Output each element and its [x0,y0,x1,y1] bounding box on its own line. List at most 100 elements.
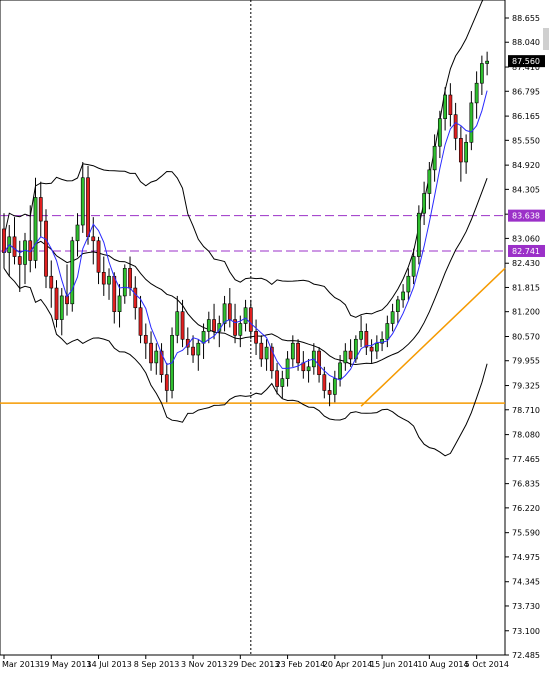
bear-candle-body [269,346,274,372]
candle-11 [59,288,64,336]
candle-30 [159,343,164,383]
candle-15 [80,161,85,233]
candle-46 [243,299,248,332]
candle-2 [12,217,17,265]
bull-candle-body [122,268,127,297]
x-tick-label: 23 Feb 2014 [276,660,326,669]
y-tick-label: 78.710 [512,406,540,415]
candle-84 [443,87,447,131]
bear-candle-body [212,319,216,332]
candle-74 [390,303,395,332]
candle-47 [248,299,253,340]
moving-average-line [3,90,488,381]
candle-40 [212,303,216,340]
candle-91 [479,55,484,96]
x-tick-label: 15 Jun 2014 [370,660,418,669]
x-tick-label: Mar 2013 [2,660,40,669]
candle-10 [54,280,59,328]
candle-88 [464,134,468,174]
candle-4 [23,232,27,285]
candle-69 [364,323,369,356]
candle-61 [322,366,327,399]
bear-candle-body [54,287,59,320]
candle-58 [306,358,311,383]
bull-candle-body [401,291,405,301]
bull-candle-body [238,323,243,336]
bear-candle-body [86,177,90,238]
candle-23 [122,264,127,304]
price-tag-label: 82.741 [512,247,540,256]
bear-candle-body [138,307,143,336]
candle-39 [206,311,211,344]
bull-candle-body [469,102,474,143]
bull-candle-body [437,118,442,147]
candle-44 [233,303,237,344]
bear-candle-body [133,287,138,309]
candle-89 [469,91,474,151]
bear-candle-body [327,390,332,395]
bull-candle-body [280,378,285,387]
price-tag-box [508,244,545,257]
bear-candle-body [458,138,463,163]
x-tick-label: 5 Oct 2014 [465,660,509,669]
bear-candle-body [101,271,106,285]
candle-13 [70,236,75,312]
bear-candle-body [348,350,353,360]
bear-candle-body [149,342,153,364]
bull-candle-body [75,224,80,242]
candles [2,51,489,407]
candle-49 [259,335,264,367]
y-tick-label: 87.410 [512,63,540,72]
candle-27 [143,323,148,359]
y-tick-label: 73.730 [512,602,540,611]
y-tick-label: 84.305 [512,185,540,194]
bull-candle-body [107,275,111,285]
bear-candle-body [2,228,6,253]
candle-92 [485,51,489,76]
middle-band [3,178,488,366]
candle-22 [117,284,122,328]
bull-candle-body [474,82,479,104]
scrollbar-thumb[interactable] [543,28,549,50]
candle-18 [96,236,101,285]
candle-6 [33,177,38,269]
candle-63 [332,370,337,403]
candle-87 [458,126,463,182]
candle-26 [138,295,143,344]
x-tick-label: 29 Dec 2013 [228,660,279,669]
bear-candle-body [254,331,258,344]
candle-79 [416,205,421,265]
candle-77 [406,268,411,300]
bull-candle-body [390,311,395,324]
bear-candle-body [17,256,22,265]
candle-9 [49,260,54,308]
bull-candle-body [206,319,211,332]
y-tick-label: 72.485 [512,651,540,660]
candle-90 [474,71,479,119]
x-tick-label: 19 May 2013 [39,660,91,669]
y-tick-label: 85.550 [512,136,540,145]
bull-candle-body [380,338,384,344]
bull-candle-body [422,193,426,214]
bear-candle-body [159,350,164,376]
candle-82 [432,134,437,182]
bear-candle-body [453,114,458,139]
bull-candle-body [385,323,390,340]
bull-candle-body [479,63,484,84]
y-tick-label: 76.835 [512,480,540,489]
bull-candle-body [359,331,363,340]
bull-candle-body [175,311,180,336]
x-tick-label: 10 Aug 2014 [417,660,468,669]
bear-candle-body [364,331,369,348]
candle-75 [395,295,400,324]
price-tag-label: 83.638 [512,212,540,221]
candle-36 [191,335,195,363]
y-tick-label: 81.815 [512,283,540,292]
candle-33 [175,295,180,344]
candle-31 [164,362,169,403]
bollinger-bands [3,0,488,457]
candle-70 [369,339,374,363]
candle-62 [327,382,332,407]
candle-19 [101,256,106,296]
